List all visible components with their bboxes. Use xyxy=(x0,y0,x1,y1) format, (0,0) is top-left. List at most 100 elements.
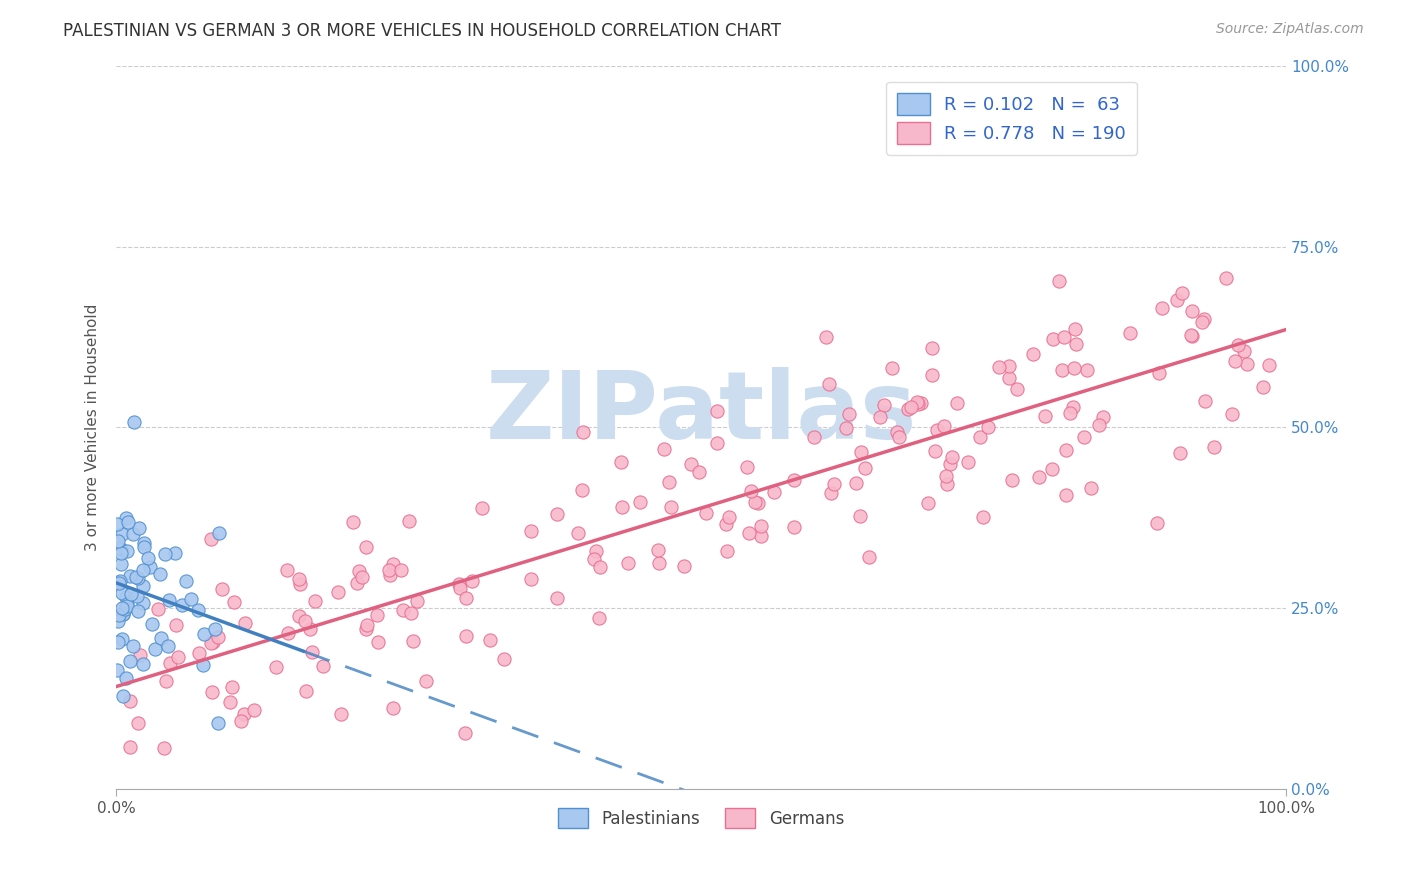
Point xyxy=(851,445,873,459)
Point xyxy=(118,569,141,583)
Point xyxy=(301,645,323,659)
Point xyxy=(1076,363,1098,377)
Point xyxy=(823,477,845,491)
Point xyxy=(312,658,335,673)
Point xyxy=(717,509,740,524)
Point xyxy=(834,421,856,435)
Point xyxy=(1147,367,1170,381)
Point xyxy=(167,649,190,664)
Point xyxy=(399,606,422,620)
Point xyxy=(1215,271,1237,285)
Point xyxy=(567,526,589,541)
Point xyxy=(706,404,728,418)
Point xyxy=(107,517,129,532)
Point xyxy=(122,415,145,429)
Point xyxy=(887,430,910,444)
Point xyxy=(588,611,610,625)
Point xyxy=(616,557,638,571)
Point xyxy=(132,563,155,577)
Point xyxy=(1220,407,1243,421)
Point xyxy=(1054,488,1077,502)
Point xyxy=(112,607,135,622)
Point xyxy=(744,495,766,509)
Point xyxy=(200,533,222,547)
Point xyxy=(150,632,173,646)
Point xyxy=(148,602,170,616)
Point xyxy=(941,450,963,464)
Point xyxy=(917,496,939,510)
Point xyxy=(735,459,758,474)
Point xyxy=(287,609,309,624)
Point xyxy=(233,616,256,631)
Point xyxy=(747,496,769,510)
Point xyxy=(1253,380,1275,394)
Point xyxy=(921,368,943,382)
Point xyxy=(402,634,425,648)
Point xyxy=(905,395,928,409)
Point xyxy=(118,740,141,755)
Point xyxy=(1226,338,1249,352)
Point xyxy=(571,425,593,440)
Point xyxy=(115,544,138,558)
Point xyxy=(143,642,166,657)
Point xyxy=(398,514,420,528)
Point xyxy=(294,615,316,629)
Point xyxy=(111,526,134,541)
Point xyxy=(897,402,920,417)
Point xyxy=(998,371,1021,385)
Point xyxy=(716,516,738,531)
Point xyxy=(583,551,606,566)
Point xyxy=(998,359,1021,373)
Point xyxy=(115,590,138,604)
Point xyxy=(945,396,967,410)
Point xyxy=(1080,481,1102,495)
Point xyxy=(117,515,139,529)
Point xyxy=(288,572,311,586)
Point xyxy=(382,557,405,571)
Point xyxy=(1001,473,1024,487)
Point xyxy=(1040,461,1063,475)
Point xyxy=(880,360,903,375)
Point xyxy=(354,622,377,636)
Point xyxy=(299,622,322,636)
Point xyxy=(1063,360,1085,375)
Point xyxy=(740,484,762,499)
Point xyxy=(193,627,215,641)
Point xyxy=(610,455,633,469)
Point xyxy=(1033,409,1056,423)
Point xyxy=(221,680,243,694)
Point xyxy=(159,656,181,670)
Point xyxy=(232,707,254,722)
Point xyxy=(546,507,568,521)
Point xyxy=(118,694,141,708)
Point xyxy=(571,483,593,498)
Point xyxy=(406,593,429,607)
Point xyxy=(277,625,299,640)
Point xyxy=(342,515,364,529)
Point xyxy=(107,663,129,677)
Point xyxy=(326,585,349,599)
Point xyxy=(461,574,484,588)
Point xyxy=(222,595,245,609)
Point xyxy=(111,689,134,703)
Point xyxy=(187,603,209,617)
Point xyxy=(1052,363,1074,377)
Point xyxy=(1021,347,1043,361)
Point xyxy=(783,473,806,487)
Point xyxy=(628,495,651,509)
Point xyxy=(127,571,149,585)
Point xyxy=(447,576,470,591)
Point xyxy=(111,585,134,599)
Point xyxy=(716,544,738,558)
Point xyxy=(751,518,773,533)
Point xyxy=(652,442,675,457)
Point xyxy=(378,563,401,577)
Point xyxy=(957,455,980,469)
Point xyxy=(127,589,149,603)
Point xyxy=(132,536,155,550)
Point xyxy=(681,457,703,471)
Point xyxy=(115,510,138,524)
Point xyxy=(415,673,437,688)
Point xyxy=(853,461,876,475)
Point xyxy=(925,423,948,437)
